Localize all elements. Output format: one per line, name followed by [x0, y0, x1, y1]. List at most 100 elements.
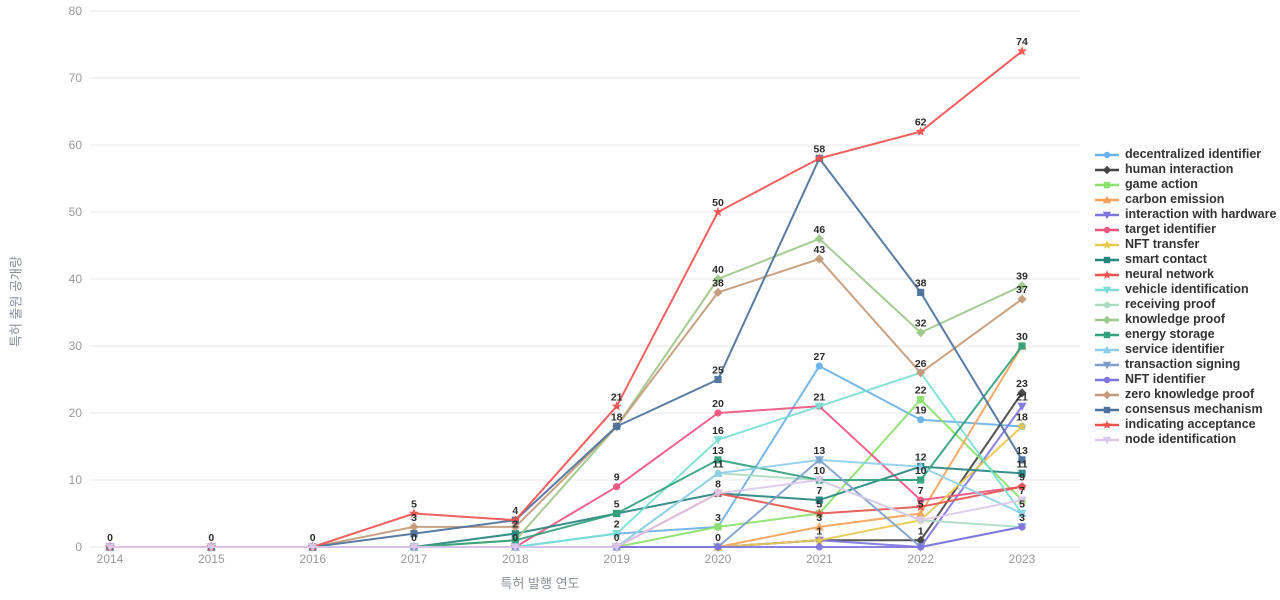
legend-item-service-identifier[interactable]: service identifier [1095, 342, 1276, 357]
y-axis-title: 특허 출원 공개량 [8, 256, 24, 347]
data-label: 0 [614, 532, 620, 544]
legend-item-game-action[interactable]: game action [1095, 177, 1276, 192]
data-label: 25 [712, 365, 724, 377]
data-point [611, 401, 622, 411]
legend-marker-icon [1095, 286, 1119, 294]
data-point [714, 456, 722, 464]
legend-item-carbon-emission[interactable]: carbon emission [1095, 192, 1276, 207]
legend-marker-icon [1095, 331, 1119, 338]
data-label: 0 [411, 532, 417, 544]
data-point [814, 254, 824, 264]
data-label: 13 [1016, 445, 1028, 457]
x-tick-label: 2017 [401, 552, 428, 566]
x-tick-label: 2020 [705, 552, 732, 566]
data-point [916, 516, 926, 525]
legend-item-zero-knowledge-proof[interactable]: zero knowledge proof [1095, 387, 1276, 402]
data-label: 5 [614, 499, 620, 511]
data-label: 2 [512, 519, 518, 531]
legend-label: NFT identifier [1125, 372, 1206, 386]
data-label: 3 [411, 512, 417, 524]
x-tick-label: 2016 [299, 552, 326, 566]
legend-item-human-interaction[interactable]: human interaction [1095, 162, 1276, 177]
data-point [1017, 46, 1027, 56]
legend-label: smart contact [1125, 252, 1207, 266]
data-point [814, 522, 824, 531]
legend-item-vehicle-identification[interactable]: vehicle identification [1095, 282, 1276, 297]
data-label: 10 [813, 465, 825, 477]
legend-item-smart-contact[interactable]: smart contact [1095, 252, 1276, 267]
data-label: 50 [712, 197, 724, 209]
legend-label: receiving proof [1125, 297, 1216, 311]
data-label: 3 [1019, 512, 1025, 524]
data-label: 19 [915, 405, 927, 417]
data-point [713, 489, 723, 498]
data-point [1018, 469, 1026, 477]
data-label: 5 [918, 499, 924, 511]
legend-label: vehicle identification [1125, 282, 1249, 296]
data-label: 21 [813, 391, 825, 403]
data-point [814, 153, 825, 163]
data-point [409, 508, 419, 518]
series-line-nft-transfer [110, 425, 1023, 548]
data-point [612, 530, 622, 539]
data-point [915, 501, 926, 511]
data-point [714, 409, 722, 417]
data-point [1017, 388, 1027, 398]
legend-item-indicating-acceptance[interactable]: indicating acceptance [1095, 417, 1276, 432]
legend-item-decentralized-identifier[interactable]: decentralized identifier [1095, 147, 1276, 162]
legend-marker-icon [1095, 376, 1119, 383]
legend-label: game action [1125, 177, 1198, 191]
legend-item-nft-identifier[interactable]: NFT identifier [1095, 372, 1276, 387]
data-point [814, 508, 825, 518]
data-point [511, 530, 519, 538]
series-line-decentralized-identifier [110, 365, 1023, 548]
data-label: 12 [915, 452, 927, 464]
data-point [915, 126, 926, 136]
legend-item-interaction-with-hardware[interactable]: interaction with hardware [1095, 207, 1276, 222]
data-point [510, 522, 520, 532]
data-point [713, 468, 723, 477]
legend-item-nft-transfer[interactable]: NFT transfer [1095, 237, 1276, 252]
data-point [814, 402, 824, 411]
data-point [714, 523, 722, 531]
data-point [1017, 294, 1027, 304]
data-point [613, 509, 621, 518]
series-line-zero-knowledge-proof [110, 257, 1023, 548]
data-point [917, 476, 925, 484]
legend-item-target-identifier[interactable]: target identifier [1095, 222, 1276, 237]
legend-item-node-identification[interactable]: node identification [1095, 432, 1276, 447]
legend-item-energy-storage[interactable]: energy storage [1095, 327, 1276, 342]
legend-item-neural-network[interactable]: neural network [1095, 267, 1276, 282]
data-point [409, 522, 419, 532]
data-label: 11 [712, 458, 723, 470]
data-point [1018, 523, 1026, 531]
data-label: 8 [715, 478, 721, 490]
data-label: 1 [918, 525, 924, 537]
legend-marker-icon [1095, 226, 1119, 233]
data-label: 2 [614, 519, 620, 531]
legend-item-consensus-mechanism[interactable]: consensus mechanism [1095, 402, 1276, 417]
data-point [410, 530, 418, 538]
data-point [1018, 456, 1026, 464]
legend-item-knowledge-proof[interactable]: knowledge proof [1095, 312, 1276, 327]
data-point [1017, 496, 1027, 505]
legend-marker-icon [1095, 436, 1119, 444]
data-label: 18 [1016, 411, 1028, 423]
data-label: 0 [310, 532, 316, 544]
data-label: 7 [816, 485, 822, 497]
x-tick-label: 2023 [1009, 552, 1036, 566]
data-point [916, 535, 926, 545]
y-tick-label: 50 [69, 205, 83, 219]
legend-item-receiving-proof[interactable]: receiving proof [1095, 297, 1276, 312]
series-line-vehicle-identification [110, 371, 1023, 548]
legend-item-transaction-signing[interactable]: transaction signing [1095, 357, 1276, 372]
x-tick-label: 2018 [502, 552, 529, 566]
data-point [510, 543, 520, 552]
legend-label: consensus mechanism [1125, 402, 1263, 416]
data-label: 37 [1016, 284, 1028, 296]
data-label: 9 [614, 472, 620, 484]
data-point [1018, 342, 1026, 350]
data-label: 39 [1016, 271, 1028, 283]
data-point [917, 288, 925, 296]
legend-label: service identifier [1125, 342, 1225, 356]
